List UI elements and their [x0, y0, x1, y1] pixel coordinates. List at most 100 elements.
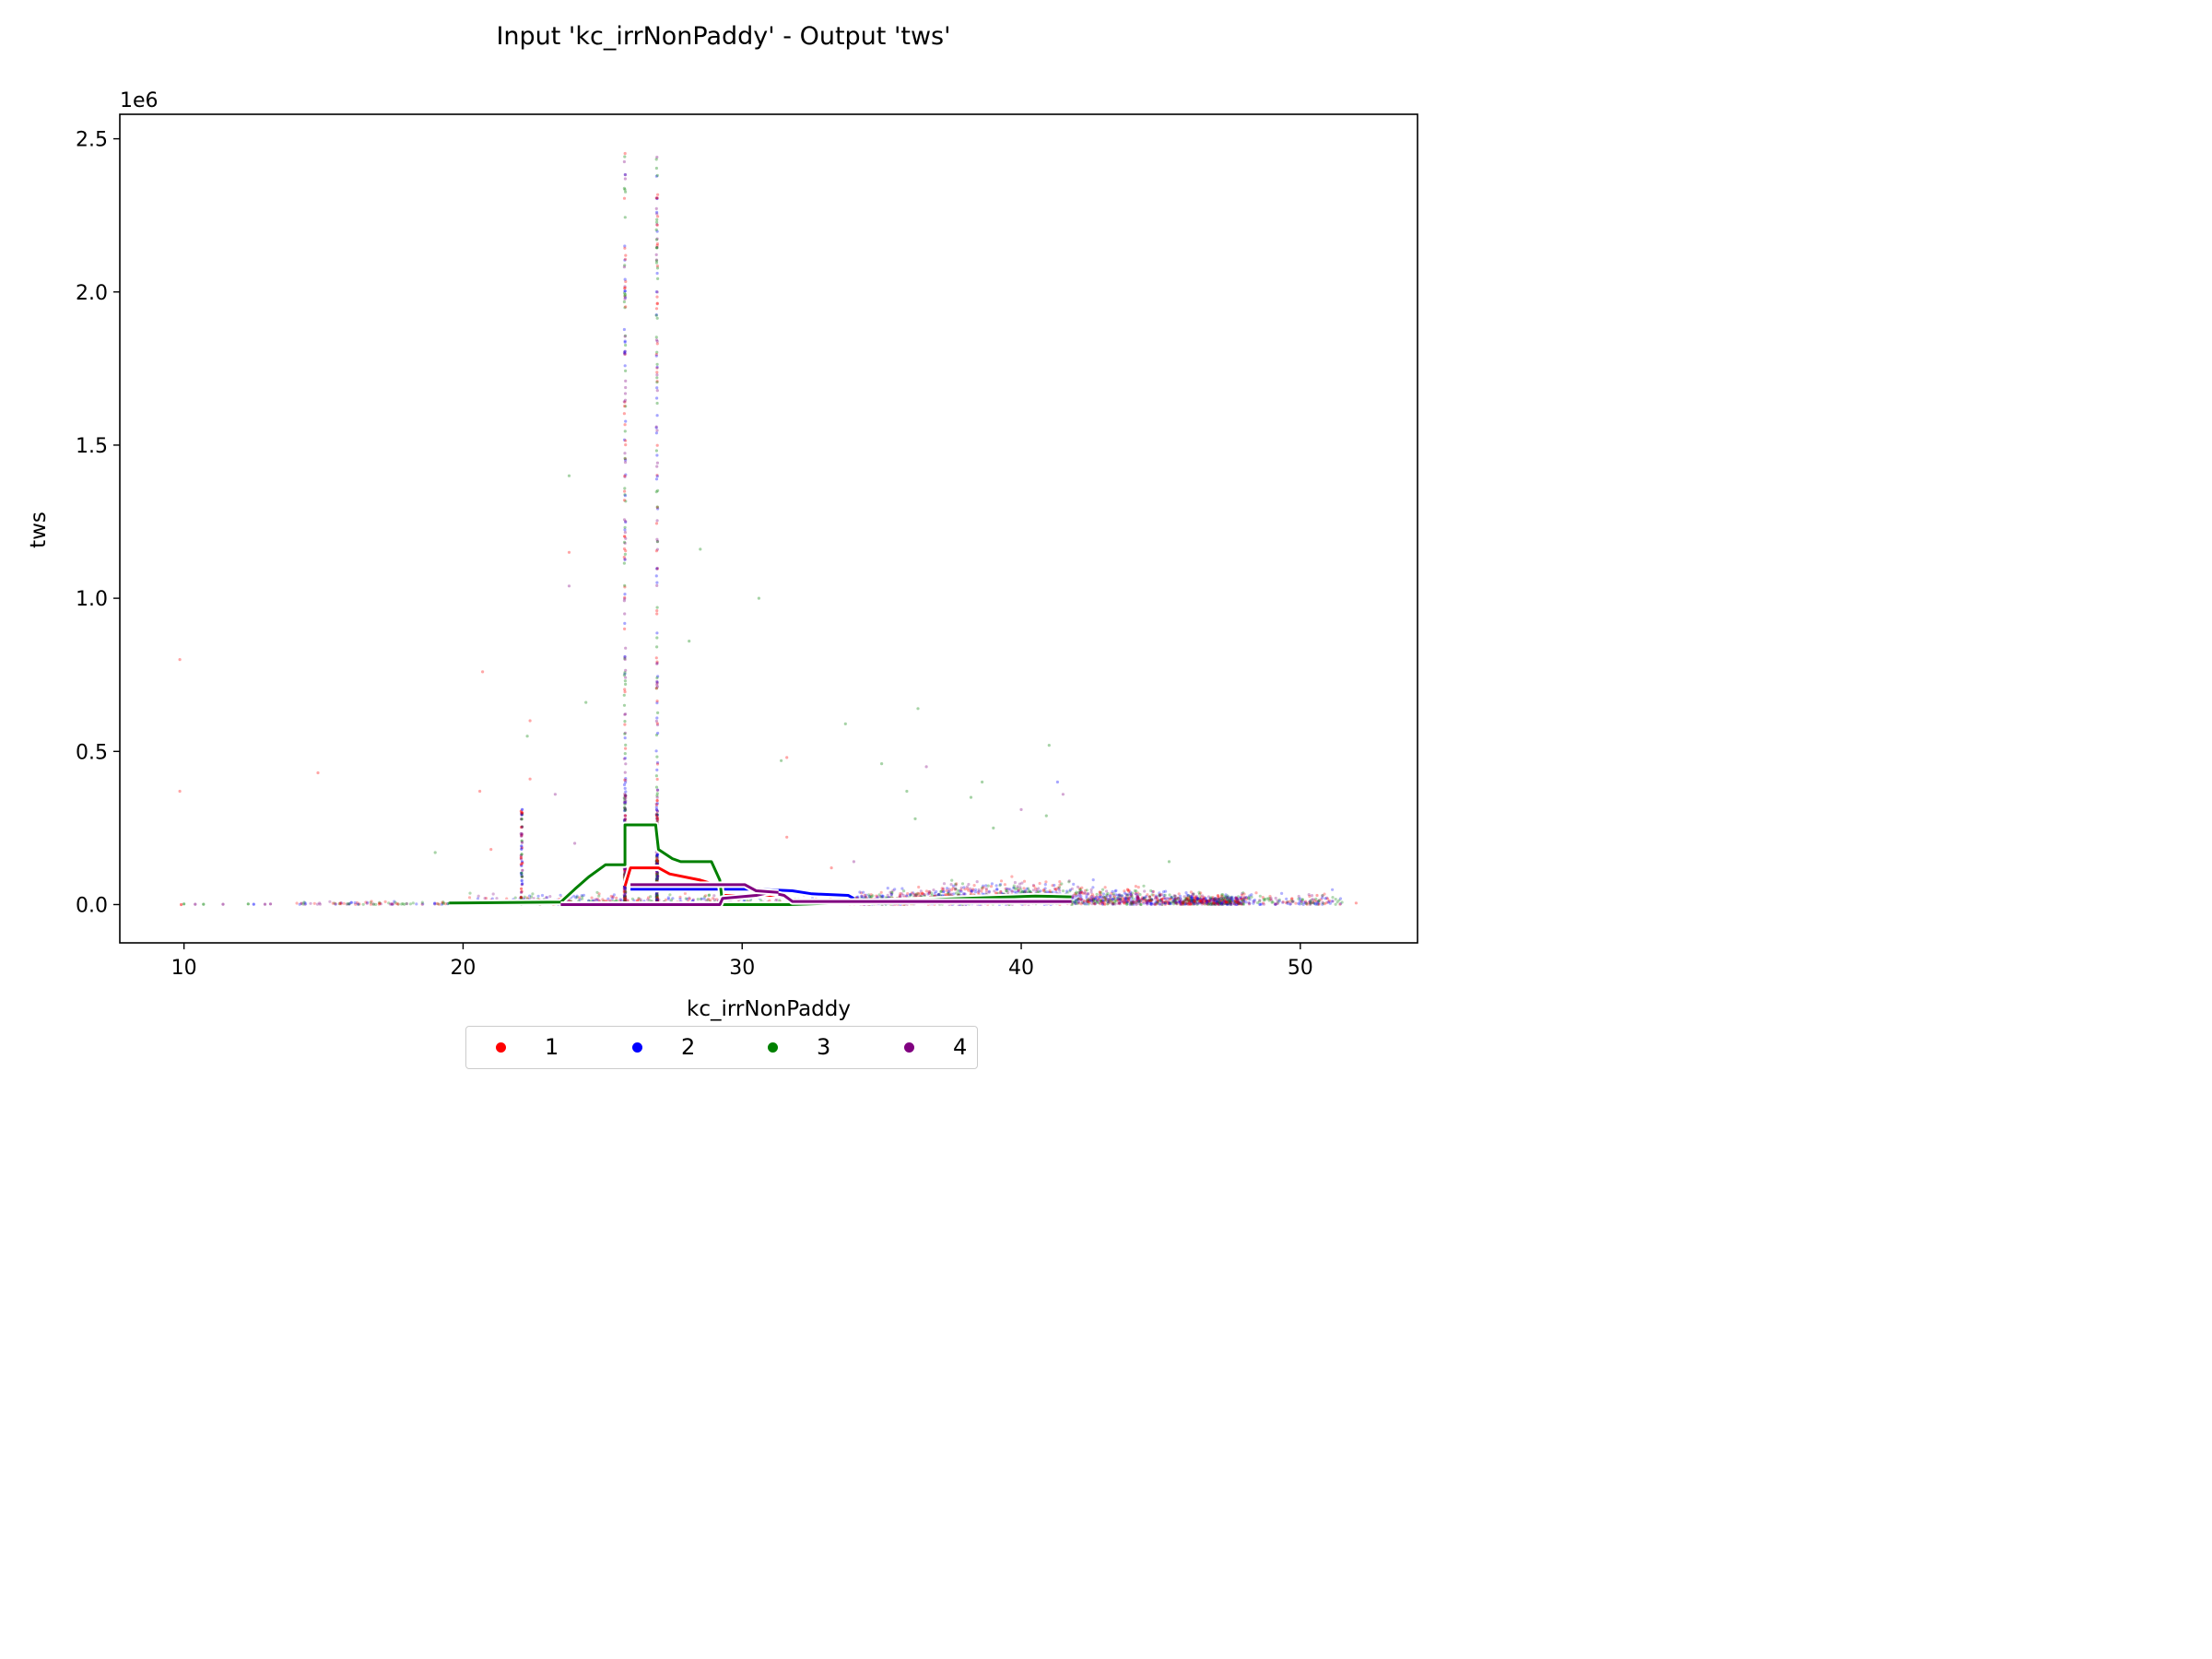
scatter-point	[1211, 897, 1215, 900]
scatter-point	[1205, 900, 1208, 903]
scatter-point	[1311, 900, 1314, 904]
scatter-point	[859, 891, 864, 895]
scatter-point	[622, 159, 627, 164]
scatter-point	[1136, 896, 1140, 900]
scatter-point	[545, 896, 548, 900]
scatter-point	[1035, 888, 1039, 892]
scatter-point	[383, 900, 387, 904]
scatter-point	[1130, 901, 1134, 905]
scatter-point	[528, 719, 532, 723]
scatter-point	[1104, 897, 1109, 900]
scatter-point	[623, 891, 628, 895]
scatter-point	[1179, 902, 1182, 906]
scatter-point	[623, 423, 627, 427]
scatter-point	[1210, 902, 1214, 906]
scatter-point	[655, 858, 659, 862]
scatter-point	[567, 899, 571, 902]
scatter-point	[655, 350, 659, 354]
scatter-point	[584, 700, 588, 704]
scatter-point	[371, 902, 375, 906]
scatter-point	[865, 895, 868, 900]
scatter-point	[1227, 901, 1230, 905]
scatter-point	[655, 892, 659, 896]
scatter-point	[1191, 892, 1194, 897]
scatter-point	[1199, 895, 1203, 899]
scatter-point	[1093, 902, 1097, 906]
scatter-point	[246, 902, 250, 906]
scatter-point	[655, 401, 659, 406]
scatter-point	[1056, 886, 1060, 889]
scatter-point	[1261, 896, 1265, 900]
scatter-point	[655, 683, 659, 687]
scatter-point	[1100, 895, 1103, 899]
scatter-point	[525, 896, 529, 900]
scatter-point	[1057, 886, 1062, 889]
scatter-point	[953, 888, 957, 891]
scatter-point	[1314, 902, 1318, 906]
scatter-point	[1112, 900, 1117, 903]
scatter-point	[1140, 896, 1144, 900]
scatter-point	[654, 859, 658, 863]
scatter-point	[300, 901, 303, 905]
scatter-point	[1233, 899, 1237, 902]
scatter-point	[624, 781, 628, 784]
scatter-point	[1118, 898, 1122, 901]
scatter-point	[1203, 897, 1206, 900]
scatter-point	[304, 902, 308, 906]
scatter-point	[1032, 884, 1036, 888]
scatter-point	[624, 790, 628, 794]
scatter-point	[1074, 901, 1077, 906]
scatter-point	[1213, 899, 1217, 902]
scatter-point	[1121, 899, 1124, 902]
scatter-point	[623, 809, 627, 813]
y-tick-label: 1.0	[76, 588, 108, 611]
scatter-point	[1326, 900, 1330, 904]
scatter-point	[1131, 902, 1135, 906]
scatter-point	[656, 859, 660, 863]
scatter-point	[623, 895, 627, 899]
scatter-point	[1317, 901, 1321, 905]
scatter-point	[951, 887, 955, 890]
scatter-point	[623, 806, 627, 810]
scatter-point	[1160, 902, 1164, 906]
scatter-point	[622, 291, 627, 295]
scatter-point	[1189, 899, 1193, 903]
scatter-point	[623, 294, 627, 298]
scatter-point	[622, 412, 627, 416]
scatter-point	[656, 874, 660, 878]
scatter-point	[1112, 901, 1116, 905]
y-axis-ticks: 0.00.51.01.52.02.5	[76, 129, 120, 917]
scatter-point	[946, 887, 949, 890]
scatter-point	[999, 890, 1003, 894]
scatter-point	[180, 902, 183, 907]
scatter-point	[655, 243, 659, 247]
scatter-point	[1088, 900, 1091, 904]
scatter-point	[622, 887, 626, 890]
scatter-point	[1214, 898, 1218, 901]
scatter-point	[654, 895, 658, 900]
scatter-point	[1188, 897, 1192, 900]
scatter-point	[1297, 897, 1300, 900]
scatter-point	[1096, 900, 1100, 903]
scatter-point	[623, 868, 627, 872]
scatter-point	[656, 859, 660, 863]
scatter-point	[623, 349, 627, 353]
scatter-point	[637, 898, 641, 901]
scatter-point	[1223, 895, 1227, 899]
scatter-point	[1181, 901, 1185, 905]
scatter-point	[1071, 895, 1075, 900]
scatter-point	[1095, 895, 1099, 899]
scatter-point	[1265, 897, 1269, 900]
scatter-point	[525, 735, 529, 738]
scatter-point	[1012, 884, 1016, 888]
scatter-point	[655, 877, 659, 881]
scatter-point	[879, 890, 883, 894]
scatter-point	[623, 890, 627, 894]
scatter-point	[1216, 900, 1219, 904]
scatter-point	[1238, 901, 1241, 905]
scatter-point	[912, 892, 917, 897]
scatter-point	[1159, 900, 1163, 904]
scatter-point	[1300, 901, 1303, 905]
scatter-point	[989, 885, 994, 888]
scatter-point	[1054, 890, 1058, 894]
